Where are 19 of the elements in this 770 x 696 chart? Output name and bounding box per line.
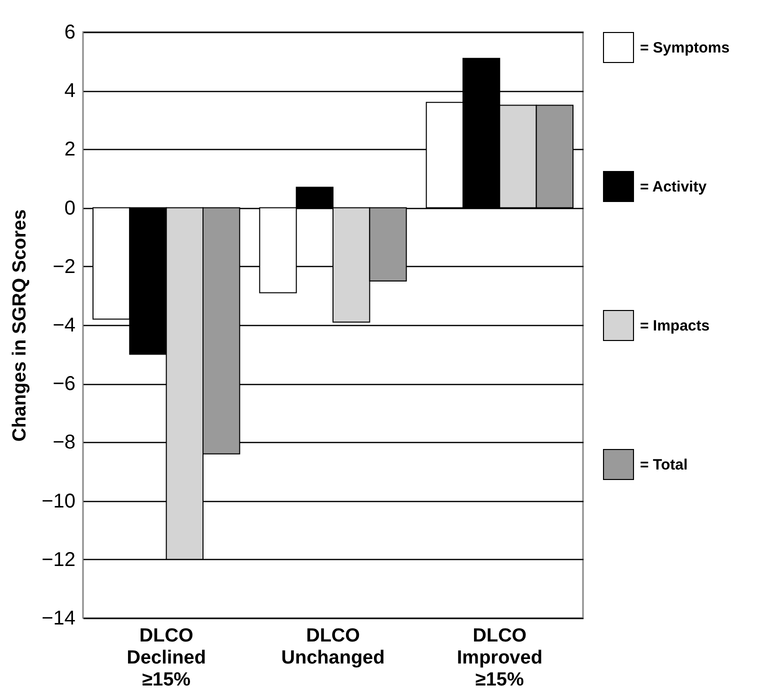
y-tick-label: −14 (42, 608, 76, 630)
y-tick-label: −6 (52, 373, 76, 396)
y-tick-label: 0 (64, 197, 76, 220)
y-tick-label: −10 (42, 490, 76, 512)
y-axis-title: Changes in SGRQ Scores (10, 209, 31, 442)
legend-label: = Activity (640, 178, 708, 196)
y-tick-label: 2 (64, 138, 76, 161)
legend-label: = Symptoms (640, 40, 730, 56)
y-tick-label: −12 (42, 548, 76, 571)
y-tick-label: −2 (52, 256, 76, 278)
x-tick-label: DLCO Declined ≥15% (126, 626, 206, 690)
y-tick-label: 4 (64, 80, 76, 102)
y-tick-label: 6 (64, 22, 76, 44)
y-tick-label: −8 (52, 432, 76, 454)
legend-label: = Impacts (640, 318, 710, 334)
y-tick-label: −4 (52, 314, 76, 336)
legend-label: = Total (640, 456, 688, 474)
x-tick-label: DLCO Improved ≥15% (456, 626, 542, 690)
x-tick-label: DLCO Unchanged (281, 626, 385, 668)
